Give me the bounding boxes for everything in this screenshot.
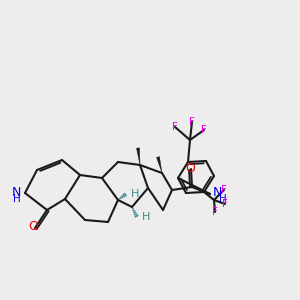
Text: H: H [131, 189, 140, 199]
Text: F: F [222, 199, 228, 209]
Polygon shape [136, 148, 140, 165]
Text: H: H [219, 194, 227, 204]
Text: O: O [28, 220, 38, 233]
Text: O: O [185, 161, 195, 175]
Text: F: F [221, 185, 227, 195]
Text: F: F [189, 117, 195, 127]
Polygon shape [157, 157, 162, 173]
Text: H: H [142, 212, 150, 222]
Text: N: N [213, 187, 222, 200]
Text: F: F [212, 207, 218, 217]
Text: H: H [13, 194, 21, 204]
Text: F: F [201, 125, 207, 135]
Text: F: F [172, 122, 178, 132]
Text: N: N [12, 187, 21, 200]
